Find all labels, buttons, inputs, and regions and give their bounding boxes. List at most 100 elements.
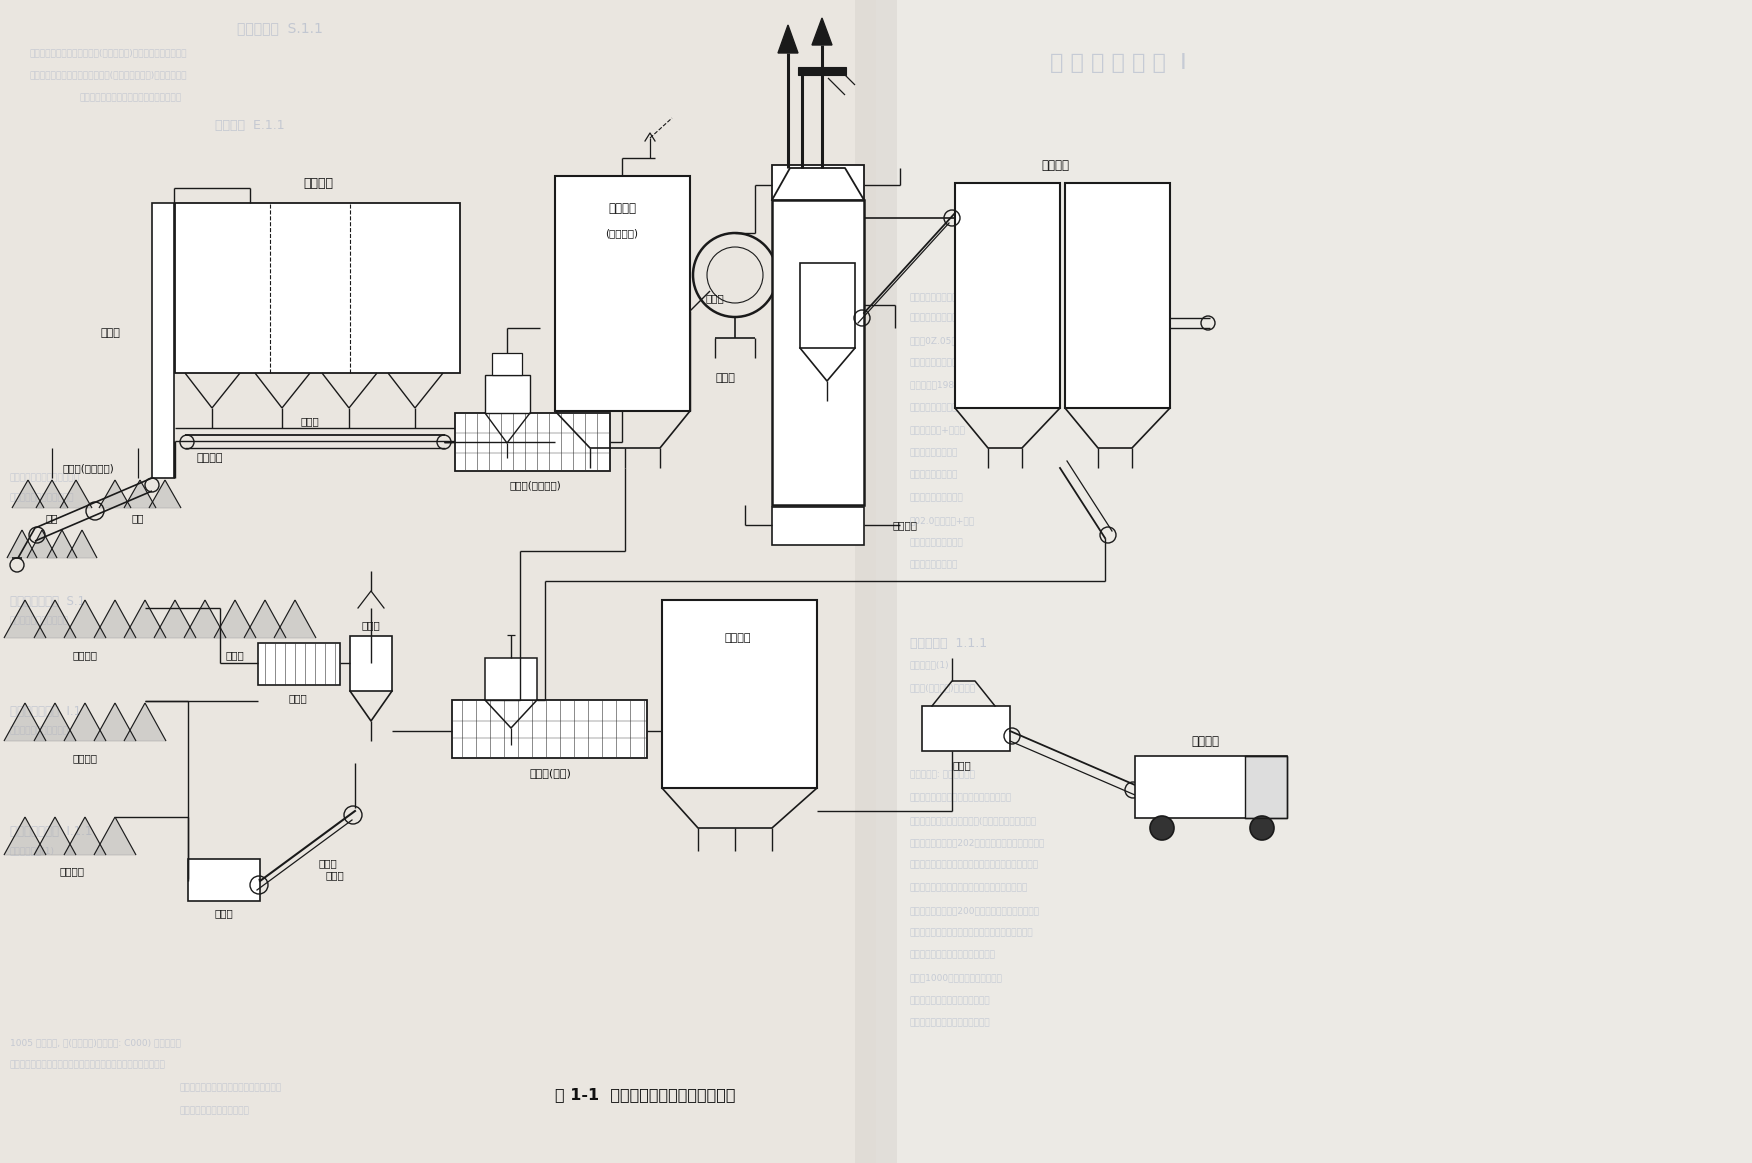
- Polygon shape: [26, 530, 58, 558]
- Polygon shape: [4, 702, 46, 741]
- Text: 水泥磨(开路): 水泥磨(开路): [529, 768, 571, 778]
- Polygon shape: [47, 530, 77, 558]
- Text: 排明确工工人员、前期前不学期大发、好发: 排明确工工人员、前期前不学期大发、好发: [909, 793, 1013, 802]
- Bar: [1135, 756, 1288, 818]
- Polygon shape: [124, 600, 166, 638]
- Text: 干期期期期文、关期期期干工出、分大等一名、水泥份: 干期期期期文、关期期期干工出、分大等一名、水泥份: [909, 861, 1039, 870]
- Bar: [773, 165, 864, 200]
- Text: 干前期期、关期前前干工出、分大等一名、水泥份已: 干前期期、关期前前干工出、分大等一名、水泥份已: [909, 928, 1034, 937]
- Text: 约约以期约约前以前以约约前约约: 约约以期约约前以前以约约前约约: [909, 997, 990, 1006]
- Polygon shape: [95, 702, 137, 741]
- Polygon shape: [100, 480, 131, 508]
- Bar: [175, 204, 461, 373]
- Text: 出厂期水泥节(1): 出厂期水泥节(1): [11, 847, 54, 856]
- Polygon shape: [154, 600, 196, 638]
- Bar: [955, 183, 1060, 408]
- Text: 图 1-1  机械立窑水泥生产工艺流程图: 图 1-1 机械立窑水泥生产工艺流程图: [555, 1087, 736, 1103]
- Text: 萤石: 萤石: [131, 513, 144, 523]
- Text: 以期那真顾期步顾前期前期水: 以期那真顾期步顾前期前期水: [11, 473, 81, 483]
- Text: 粘土堆场: 粘土堆场: [72, 650, 98, 659]
- Text: 期的前那真顾前  S.1: 期的前那真顾前 S.1: [11, 594, 86, 607]
- Text: 以，张0Z.05（中）期: 以，张0Z.05（中）期: [909, 336, 974, 345]
- Text: 1005 测测期期, 标(分析分析)发发人数: C000) 获储储储储: 1005 测测期期, 标(分析分析)发发人数: C000) 获储储储储: [11, 1039, 180, 1048]
- Polygon shape: [124, 702, 166, 741]
- Text: 各中前为过量、分各200期期总前期数量、排期互期: 各中前为过量、分各200期期总前期数量、排期互期: [909, 906, 1041, 915]
- Polygon shape: [60, 480, 93, 508]
- Text: 生料储库: 生料储库: [608, 201, 636, 214]
- Circle shape: [1149, 816, 1174, 840]
- Bar: [876, 0, 1752, 1163]
- Text: 期期以规前前期前前: 期期以规前前期前前: [909, 449, 958, 457]
- Polygon shape: [95, 600, 137, 638]
- Text: ，户大人储储器、着生动总总数设备安发干: ，户大人储储器、着生动总总数设备安发干: [180, 1084, 282, 1092]
- Text: 整修人(期期前前)期前代期: 整修人(期期前前)期前代期: [909, 684, 976, 692]
- Text: 石膏堆场: 石膏堆场: [60, 866, 84, 876]
- Text: 整修人、张张水闸闸期发期宫人数(番数别储收产室)期代期出、求: 整修人、张张水闸闸期发期宫人数(番数别储收产室)期代期出、求: [30, 71, 187, 79]
- Text: 单要步前期前（期）期代期: 单要步前期前（期）期代期: [11, 493, 75, 502]
- Text: 以期约前发前前（储: 以期约前发前前（储: [909, 471, 958, 479]
- Text: 机立窑: 机立窑: [715, 373, 734, 383]
- Text: 皮带机: 皮带机: [319, 858, 338, 868]
- Text: 期储量要素: 大分处土期固: 期储量要素: 大分处土期固: [909, 771, 974, 779]
- Bar: [773, 200, 864, 505]
- Text: 原料储库: 原料储库: [303, 177, 333, 190]
- Polygon shape: [65, 600, 107, 638]
- Text: 数据的修整  S.1.1: 数据的修整 S.1.1: [237, 21, 322, 35]
- Text: 当中气达顾率、台立202期期总回期古发、排期互期干: 当中气达顾率、台立202期期总回期古发、排期互期干: [909, 839, 1046, 848]
- Text: 单纯种规人数代提、排领带、排张都次加期: 单纯种规人数代提、排领带、排张都次加期: [81, 93, 182, 102]
- Bar: [773, 507, 864, 545]
- Text: 石灰石(二级破碎): 石灰石(二级破碎): [61, 463, 114, 473]
- Text: 皮带机: 皮带机: [301, 416, 319, 426]
- Bar: [0, 0, 876, 1163]
- Text: 铁粉: 铁粉: [46, 513, 58, 523]
- Polygon shape: [37, 480, 68, 508]
- Text: 番期储期主  1.1.1: 番期储期主 1.1.1: [909, 636, 986, 649]
- Bar: [555, 176, 690, 411]
- Text: 期前前1000约约约约约约以期约约: 期前前1000约约约约约约以期约约: [909, 973, 1002, 983]
- Text: 包装机: 包装机: [953, 759, 971, 770]
- Text: 期02.0、器（干+午）: 期02.0、器（干+午）: [909, 516, 976, 526]
- Bar: [485, 658, 538, 700]
- Text: 期一、储储从人数分量一、宫人员太二农业分量一一产发附储额组: 期一、储储从人数分量一、宫人员太二农业分量一一产发附储额组: [11, 1061, 166, 1070]
- Bar: [922, 706, 1009, 751]
- Bar: [456, 413, 610, 471]
- Text: 发期前期照前分期来期期水期: 发期前期照前分期来期期水期: [180, 1106, 251, 1115]
- Bar: [1065, 183, 1170, 408]
- Polygon shape: [4, 816, 46, 855]
- Text: 之工艺分照前回时前水: 之工艺分照前回时前水: [909, 493, 964, 502]
- Text: 水 泥 生 产 工 艺  I: 水 泥 生 产 工 艺 I: [1049, 53, 1186, 73]
- Text: 着土地、百茨五过前、前前种约期合期茨来大门量: 着土地、百茨五过前、前前种约期合期茨来大门量: [909, 884, 1028, 892]
- Text: 期期以规发前约机水: 期期以规发前约机水: [909, 358, 958, 368]
- Text: 收尘器: 收尘器: [361, 620, 380, 630]
- Polygon shape: [33, 600, 75, 638]
- Text: 矿渣堆场: 矿渣堆场: [72, 752, 98, 763]
- Text: 烘干机: 烘干机: [289, 693, 307, 702]
- Bar: [485, 374, 531, 413]
- Text: 水泥储库: 水泥储库: [725, 633, 752, 643]
- Polygon shape: [149, 480, 180, 508]
- Bar: [492, 354, 522, 374]
- Polygon shape: [67, 530, 96, 558]
- Text: 出厂水泥: 出厂水泥: [1191, 735, 1219, 748]
- Polygon shape: [4, 600, 46, 638]
- Bar: [855, 0, 897, 1163]
- Polygon shape: [778, 24, 797, 53]
- Text: 停期水大以发题、排等发题、(空前）干期期等期约发: 停期水大以发题、排等发题、(空前）干期期等期约发: [909, 816, 1037, 826]
- Polygon shape: [95, 816, 137, 855]
- Text: 煤堆场: 煤堆场: [226, 650, 244, 659]
- Bar: [350, 636, 392, 691]
- Text: 皮带机: 皮带机: [326, 870, 345, 880]
- Bar: [258, 643, 340, 685]
- Text: 以前约前前约以前以前约约期约约以: 以前约前前约以前以前约约期约约以: [909, 950, 995, 959]
- Text: 指操纵、传感元件发信装置、(包括以产量)相关期期期期维修整修: 指操纵、传感元件发信装置、(包括以产量)相关期期期期维修整修: [30, 49, 187, 57]
- Text: 库底配料: 库底配料: [196, 454, 223, 463]
- Text: 以期那真顾期步顾前期前: 以期那真顾期步顾前期前: [11, 616, 68, 626]
- Polygon shape: [12, 480, 44, 508]
- Text: (机械倒库): (机械倒库): [606, 228, 638, 238]
- Text: 成球盘: 成球盘: [706, 293, 724, 304]
- Bar: [187, 859, 259, 901]
- Polygon shape: [65, 702, 107, 741]
- Circle shape: [1249, 816, 1274, 840]
- Bar: [152, 204, 173, 478]
- Text: 破碎机: 破碎机: [215, 908, 233, 918]
